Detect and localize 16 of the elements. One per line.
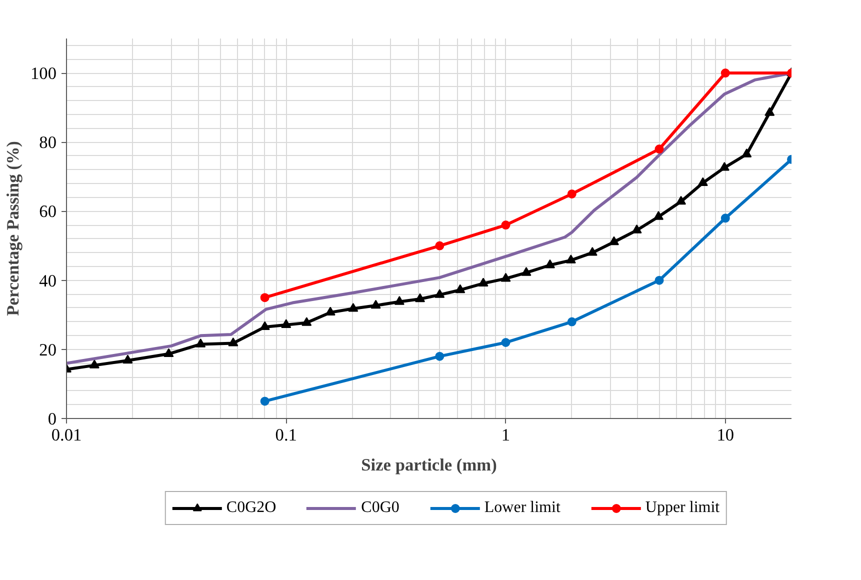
x-tick-label: 1 [501, 426, 510, 444]
x-tick-label: 0.1 [275, 426, 297, 444]
y-tick-label: 100 [30, 64, 57, 84]
y-tick-label: 20 [39, 340, 56, 360]
y-tick-label: 80 [39, 133, 56, 152]
y-tick-label: 0 [48, 410, 57, 428]
x-tick-label: 0.01 [51, 426, 82, 444]
legend-label: C0G0 [361, 499, 400, 517]
y-tick-label: 40 [39, 271, 56, 290]
legend-label: C0G2O [226, 499, 276, 517]
x-axis-title: Size particle (mm) [361, 456, 498, 474]
y-axis-title: Percentage Passing (%) [4, 140, 23, 316]
y-tick-label: 60 [39, 202, 56, 222]
legend-label: Upper limit [645, 499, 720, 517]
legend-label: Lower limit [484, 499, 560, 517]
x-tick-label: 10 [716, 426, 734, 444]
